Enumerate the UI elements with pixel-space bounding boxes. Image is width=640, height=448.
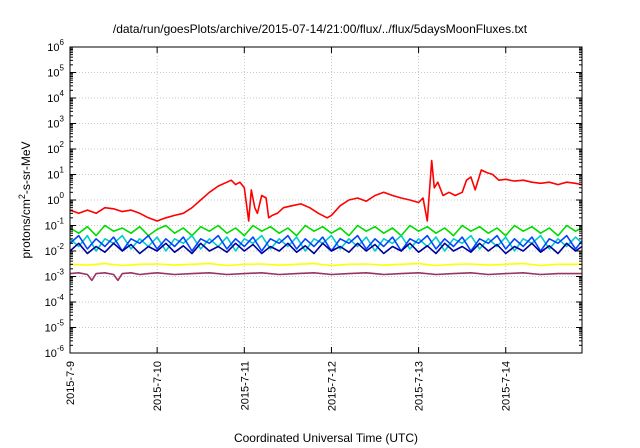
y-tick-label: 105 [47,64,64,80]
y-tick-label: 10-6 [45,344,65,360]
y-tick-label: 10-1 [45,217,65,233]
x-tick-label: 2015-7-10 [152,361,164,411]
x-tick-label: 2015-7-12 [326,361,338,411]
chart-title: /data/run/goesPlots/archive/2015-07-14/2… [112,22,528,36]
tick-layer: 10-6 10-5 10-4 10-3 10-2 10-1 100 101 102 103 104 1… [45,38,582,411]
grid-layer [70,47,582,353]
x-tick-label: 2015-7-9 [65,361,77,405]
y-tick-label: 10-2 [45,242,65,258]
series-line-1 [69,224,583,237]
y-axis-label-part1: protons/cm [19,199,33,258]
x-axis-label: Coordinated Universal Time (UTC) [234,431,418,445]
x-tick-label: 2015-7-13 [414,361,426,411]
y-tick-label: 10-5 [45,319,65,335]
y-tick-label: 10-3 [45,268,65,284]
series-layer [69,159,583,282]
y-tick-label: 102 [47,140,64,156]
y-tick-label: 103 [47,115,64,131]
y-tick-label: 106 [47,38,64,54]
y-axis-label: protons/cm2-s-sr-MeV [17,141,33,258]
series-line-3 [69,234,583,252]
y-tick-label: 100 [47,191,64,207]
y-axis-label-part2: -s-sr-MeV [19,141,33,194]
x-tick-label: 2015-7-11 [239,361,251,410]
series-line-5 [69,262,582,267]
y-tick-label: 101 [47,166,64,182]
series-line-6 [69,272,582,282]
series-line-0 [69,159,583,222]
series-line-4 [69,242,583,255]
y-tick-label: 104 [47,89,64,105]
x-tick-label: 2015-7-14 [501,361,513,411]
y-axis-label-superscript: 2 [17,194,27,199]
y-tick-label: 10-4 [45,293,65,309]
